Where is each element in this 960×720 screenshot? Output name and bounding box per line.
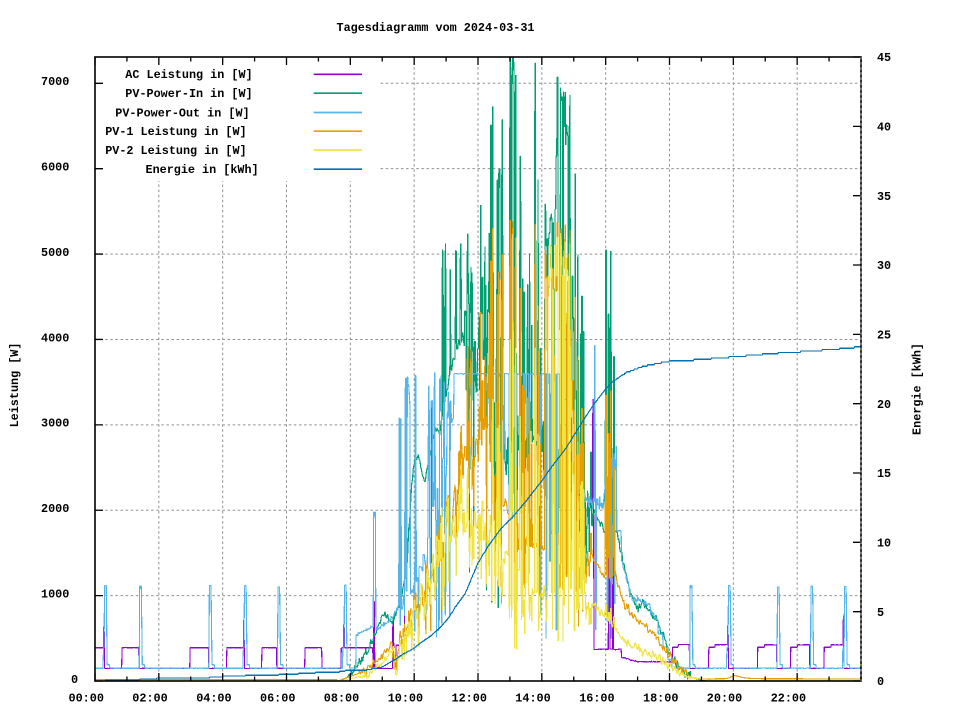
svg-text:12:00: 12:00 (452, 692, 487, 706)
svg-text:45: 45 (877, 51, 891, 65)
svg-text:PV-2 Leistung in [W]: PV-2 Leistung in [W] (105, 144, 246, 158)
svg-text:PV-Power-Out in [W]: PV-Power-Out in [W] (115, 106, 249, 120)
svg-text:16:00: 16:00 (579, 692, 614, 706)
svg-text:AC Leistung in [W]: AC Leistung in [W] (125, 68, 252, 82)
svg-text:22:00: 22:00 (771, 692, 806, 706)
svg-text:6000: 6000 (41, 161, 69, 175)
svg-text:08:00: 08:00 (324, 692, 359, 706)
svg-text:3000: 3000 (41, 417, 69, 431)
svg-text:10: 10 (877, 537, 891, 551)
svg-text:30: 30 (877, 259, 891, 273)
svg-text:25: 25 (877, 329, 891, 343)
svg-text:2000: 2000 (41, 502, 69, 516)
svg-text:15: 15 (877, 467, 891, 481)
svg-text:02:00: 02:00 (132, 692, 167, 706)
svg-text:Energie in [kWh]: Energie in [kWh] (146, 163, 259, 177)
svg-text:PV-Power-In in [W]: PV-Power-In in [W] (125, 87, 252, 101)
svg-text:04:00: 04:00 (196, 692, 231, 706)
svg-text:06:00: 06:00 (260, 692, 295, 706)
svg-text:5000: 5000 (41, 246, 69, 260)
svg-text:5: 5 (877, 606, 884, 620)
svg-text:Energie [kWh]: Energie [kWh] (911, 343, 925, 435)
svg-text:40: 40 (877, 121, 891, 135)
svg-text:18:00: 18:00 (643, 692, 678, 706)
svg-text:20:00: 20:00 (707, 692, 742, 706)
svg-text:7000: 7000 (41, 75, 69, 89)
svg-text:0: 0 (877, 675, 884, 689)
svg-text:10:00: 10:00 (388, 692, 423, 706)
svg-text:PV-1 Leistung in [W]: PV-1 Leistung in [W] (105, 125, 246, 139)
svg-text:1000: 1000 (41, 588, 69, 602)
svg-text:Tagesdiagramm vom 2024-03-31: Tagesdiagramm vom 2024-03-31 (337, 21, 535, 35)
svg-text:4000: 4000 (41, 331, 69, 345)
svg-text:20: 20 (877, 398, 891, 412)
svg-text:0: 0 (71, 673, 78, 687)
svg-text:35: 35 (877, 190, 891, 204)
svg-text:00:00: 00:00 (69, 692, 104, 706)
svg-text:Leistung [W]: Leistung [W] (8, 343, 22, 428)
svg-text:14:00: 14:00 (515, 692, 550, 706)
